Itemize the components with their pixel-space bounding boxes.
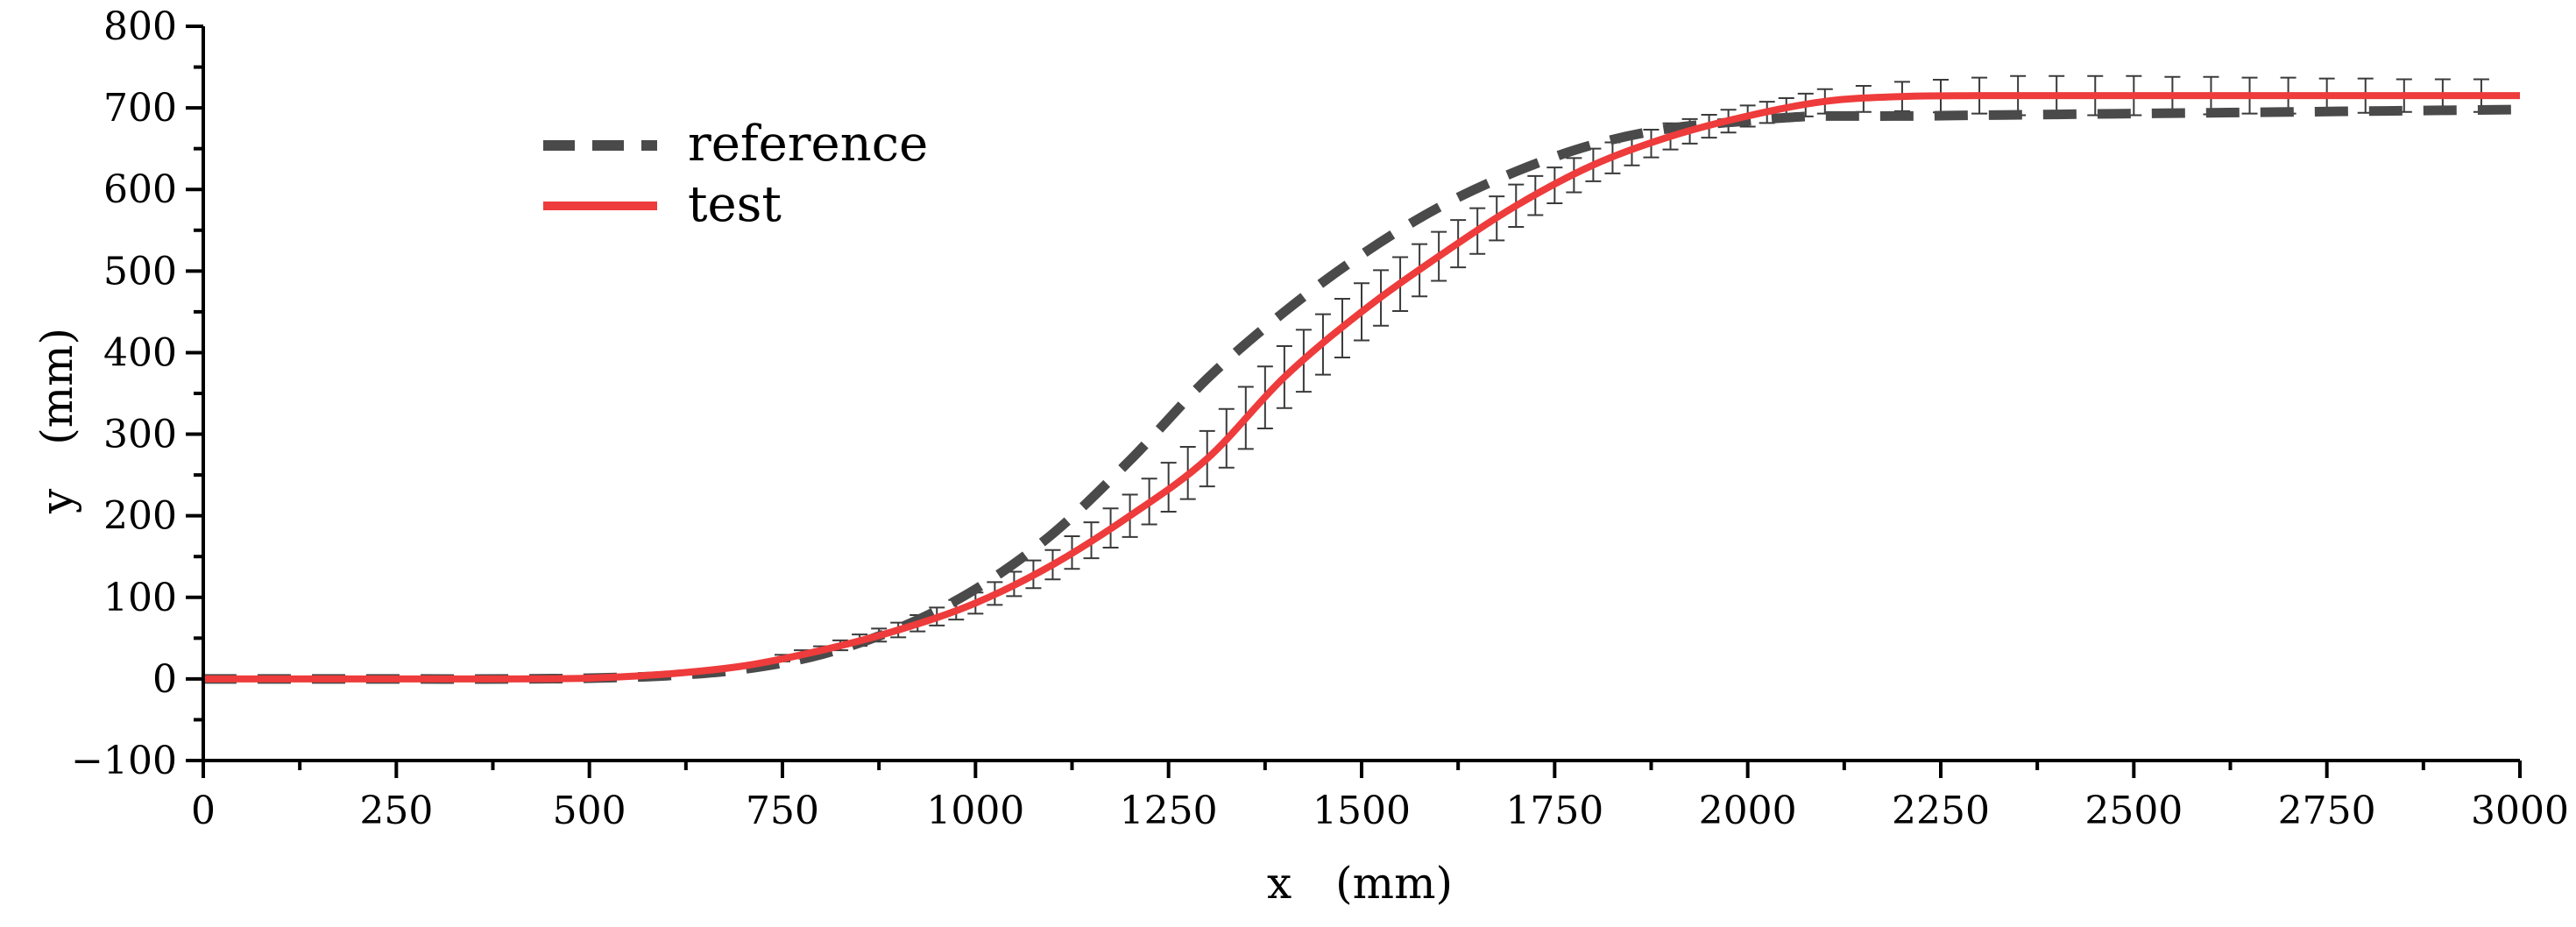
x-tick-label: 3000 <box>2471 789 2569 833</box>
x-ticks: 0 250 500 750 1000 1250 1500 1750 2000 2250 2500 27… <box>191 761 2569 833</box>
series-test-line <box>202 92 2520 683</box>
y-ticks: −100 0 100 200 300 400 500 600 700 800 <box>71 4 203 783</box>
y-axis-label: y (mm) <box>32 328 82 514</box>
x-tick-label: 250 <box>359 789 433 833</box>
x-tick-label: 750 <box>746 789 819 833</box>
series-reference-line <box>202 104 2521 684</box>
x-tick-label: 0 <box>191 789 216 833</box>
y-tick-label: 0 <box>152 657 177 702</box>
x-tick-label: 2000 <box>1699 789 1797 833</box>
y-tick-label: 300 <box>103 413 177 457</box>
legend-test-label: test <box>688 176 782 233</box>
y-tick-label: 200 <box>103 494 177 539</box>
legend: reference test <box>543 116 928 233</box>
y-tick-label: 100 <box>103 576 177 620</box>
series-lines <box>202 92 2521 684</box>
x-axis-label: x (mm) <box>1267 858 1453 909</box>
y-tick-label: 600 <box>103 167 177 212</box>
legend-reference-label: reference <box>688 116 928 173</box>
x-tick-label: 2500 <box>2084 789 2183 833</box>
x-tick-label: 2750 <box>2278 789 2376 833</box>
y-tick-label: −100 <box>71 739 177 783</box>
axes: 0 250 500 750 1000 1250 1500 1750 2000 2250 2500 27… <box>71 4 2569 833</box>
x-tick-label: 1750 <box>1505 789 1603 833</box>
x-tick-label: 1250 <box>1120 789 1218 833</box>
y-tick-label: 700 <box>103 86 177 131</box>
y-tick-label: 400 <box>103 330 177 375</box>
x-tick-label: 500 <box>553 789 626 833</box>
x-tick-label: 1000 <box>926 789 1024 833</box>
y-tick-label: 800 <box>103 4 177 49</box>
x-tick-label: 1500 <box>1313 789 1411 833</box>
x-tick-label: 2250 <box>1892 789 1990 833</box>
y-tick-label: 500 <box>103 249 177 294</box>
